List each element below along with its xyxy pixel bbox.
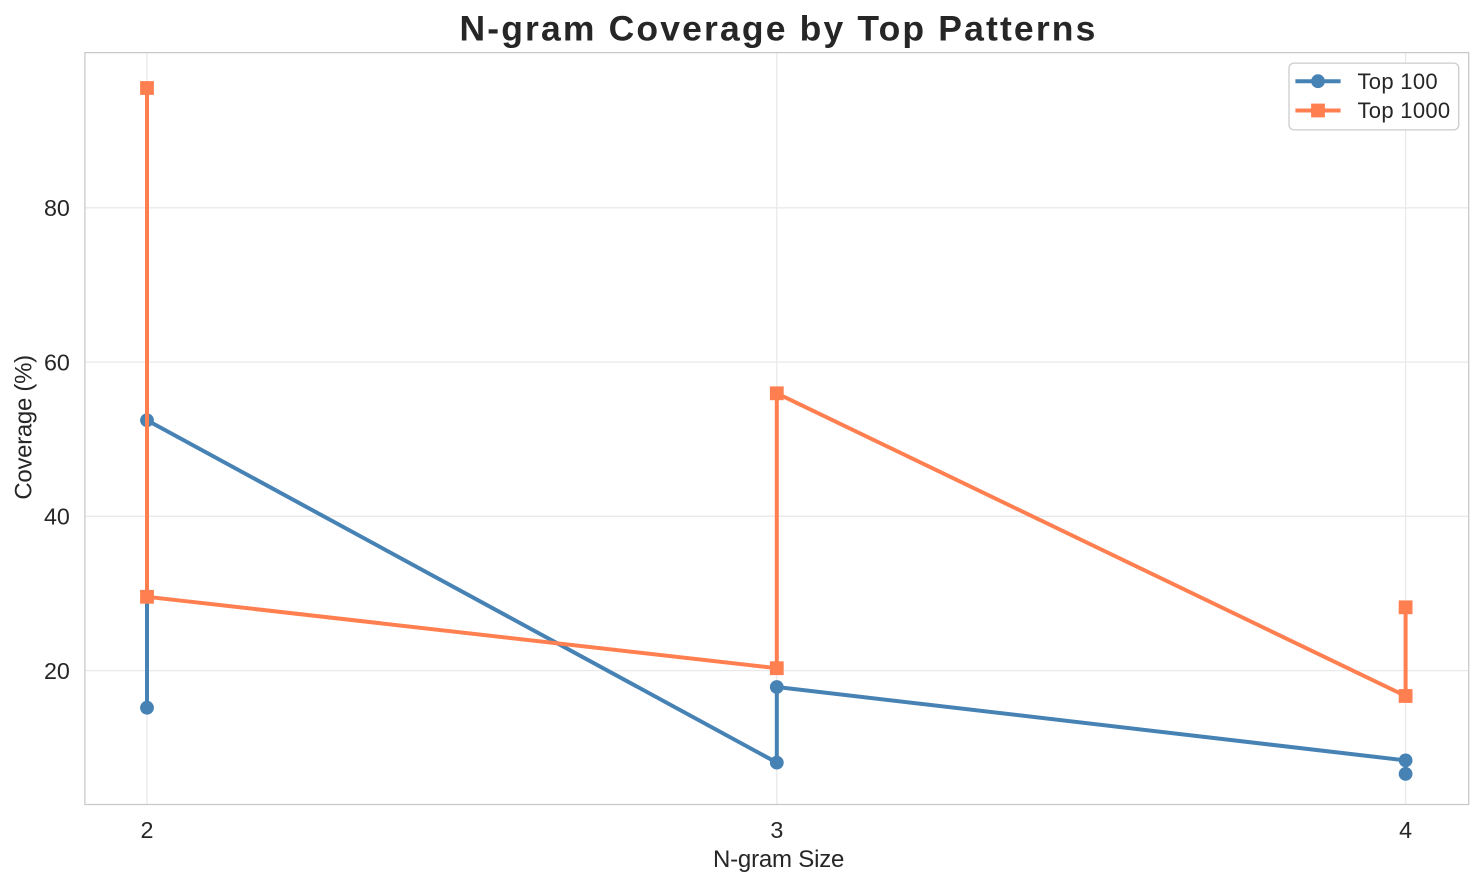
svg-text:N-gram Size: N-gram Size <box>713 846 844 873</box>
svg-text:80: 80 <box>44 195 70 221</box>
svg-text:3: 3 <box>770 817 783 843</box>
svg-text:Coverage (%): Coverage (%) <box>11 355 38 499</box>
svg-text:Top 100: Top 100 <box>1358 69 1438 94</box>
svg-text:40: 40 <box>44 504 70 530</box>
svg-text:2: 2 <box>141 817 154 843</box>
svg-text:60: 60 <box>44 349 70 375</box>
svg-text:20: 20 <box>44 658 70 684</box>
svg-text:N-gram Coverage by Top Pattern: N-gram Coverage by Top Patterns <box>459 9 1097 49</box>
svg-text:Top 1000: Top 1000 <box>1358 98 1451 123</box>
svg-text:4: 4 <box>1399 817 1412 843</box>
